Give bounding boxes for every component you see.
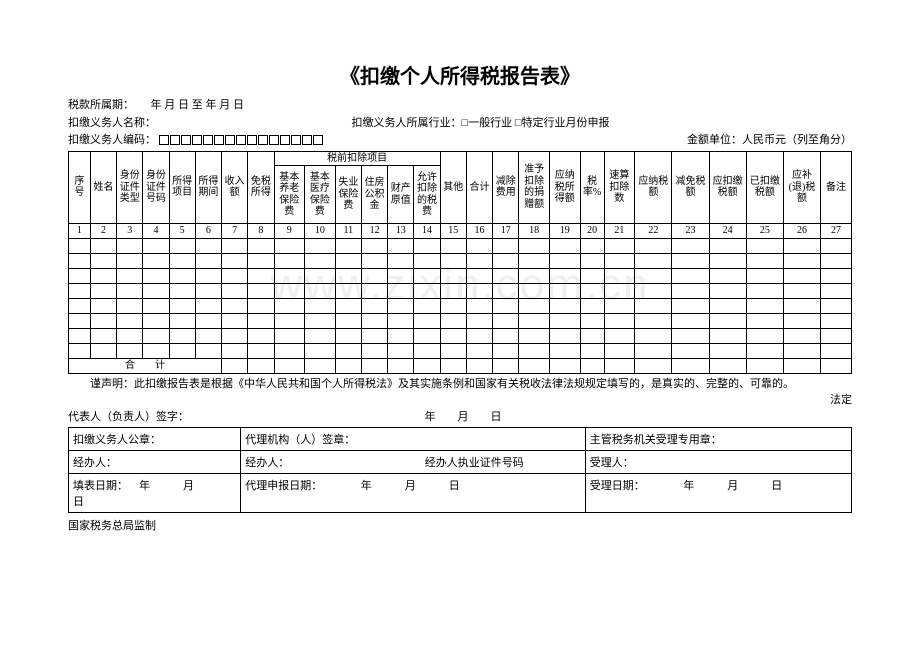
b3: 主管税务机关受理专用章： bbox=[585, 428, 851, 451]
col-24: 应扣缴税额 bbox=[709, 151, 746, 224]
num-cell: 5 bbox=[169, 224, 195, 239]
rep-sign-label: 代表人（负责人）签字： bbox=[68, 411, 189, 423]
b5: 经办人： 经办人执业证件号码 bbox=[241, 451, 586, 474]
col-19: 应纳税所得额 bbox=[549, 151, 580, 224]
num-cell: 4 bbox=[143, 224, 169, 239]
num-cell: 19 bbox=[549, 224, 580, 239]
meta-agent-name-row: 扣缴义务人名称： 扣缴义务人所属行业：□一般行业 □特定行业月份申报 bbox=[68, 115, 852, 132]
table-row bbox=[69, 313, 852, 328]
agent-code-label: 扣缴义务人编码： bbox=[68, 134, 156, 146]
col-7: 收入额 bbox=[222, 151, 248, 224]
num-cell: 23 bbox=[672, 224, 709, 239]
col-23: 减免税额 bbox=[672, 151, 709, 224]
col-6: 所得期间 bbox=[195, 151, 221, 224]
num-cell: 10 bbox=[305, 224, 336, 239]
declare-line1: 谨声明：此扣缴报告表是根据《中华人民共和国个人所得税法》及其实施条例和国家有关税… bbox=[90, 378, 794, 390]
num-cell: 1 bbox=[69, 224, 91, 239]
agent-name-label: 扣缴义务人名称： bbox=[68, 117, 156, 129]
total-label: 合 计 bbox=[69, 358, 222, 373]
industry-label: 扣缴义务人所属行业：□一般行业 □特定行业月份申报 bbox=[352, 117, 610, 129]
declaration: 谨声明：此扣缴报告表是根据《中华人民共和国个人所得税法》及其实施条例和国家有关税… bbox=[68, 376, 852, 426]
col-14: 允许扣除的税费 bbox=[414, 166, 440, 224]
col-18: 准予扣除的捐赠额 bbox=[519, 151, 550, 224]
number-row: 1234567891011121314151617181920212223242… bbox=[69, 224, 852, 239]
unit-label: 金额单位：人民币元（列至角分） bbox=[687, 132, 852, 149]
b4: 经办人： bbox=[69, 451, 241, 474]
num-cell: 7 bbox=[222, 224, 248, 239]
num-cell: 18 bbox=[519, 224, 550, 239]
period-label: 税款所属期： bbox=[68, 99, 134, 111]
b9: 受理日期： 年 月 日 bbox=[585, 474, 851, 513]
b2: 代理机构（人）签章： bbox=[241, 428, 586, 451]
code-boxes bbox=[159, 132, 324, 149]
col-16: 合计 bbox=[466, 151, 492, 224]
meta-agent-code-row: 扣缴义务人编码： 金额单位：人民币元（列至角分） bbox=[68, 132, 852, 149]
num-cell: 16 bbox=[466, 224, 492, 239]
num-cell: 13 bbox=[388, 224, 414, 239]
bottom-table: 扣缴义务人公章： 代理机构（人）签章： 主管税务机关受理专用章： 经办人： 经办… bbox=[68, 427, 852, 513]
num-cell: 21 bbox=[604, 224, 635, 239]
total-row: 合 计 bbox=[69, 358, 852, 373]
col-12: 住房公积金 bbox=[361, 166, 387, 224]
col-17: 减除费用 bbox=[493, 151, 519, 224]
num-cell: 8 bbox=[248, 224, 274, 239]
num-cell: 14 bbox=[414, 224, 440, 239]
period-value: 年 月 日 至 年 月 日 bbox=[151, 99, 245, 111]
table-row bbox=[69, 328, 852, 343]
col-25: 已扣缴税额 bbox=[746, 151, 783, 224]
col-3: 身份证件类型 bbox=[117, 151, 143, 224]
col-27: 备注 bbox=[821, 151, 852, 224]
num-cell: 22 bbox=[635, 224, 672, 239]
col-2: 姓名 bbox=[90, 151, 116, 224]
table-row bbox=[69, 238, 852, 253]
table-row bbox=[69, 343, 852, 358]
num-cell: 2 bbox=[90, 224, 116, 239]
document-title: 《扣缴个人所得税报告表》 bbox=[68, 60, 852, 89]
monitor-label: 国家税务总局监制 bbox=[68, 517, 852, 533]
col-10: 基本医疗保险费 bbox=[305, 166, 336, 224]
declare-line2: 法定 bbox=[68, 392, 852, 409]
num-cell: 11 bbox=[335, 224, 361, 239]
table-row bbox=[69, 283, 852, 298]
col-20: 税率% bbox=[580, 151, 604, 224]
col-8: 免税所得 bbox=[248, 151, 274, 224]
col-22: 应纳税额 bbox=[635, 151, 672, 224]
col-26: 应补(退)税额 bbox=[783, 151, 820, 224]
col-1: 序号 bbox=[69, 151, 91, 224]
b8: 代理申报日期： 年 月 日 bbox=[241, 474, 586, 513]
num-cell: 24 bbox=[709, 224, 746, 239]
num-cell: 3 bbox=[117, 224, 143, 239]
table-row bbox=[69, 268, 852, 283]
b7: 填表日期： 年 月 日 bbox=[69, 474, 241, 513]
num-cell: 17 bbox=[493, 224, 519, 239]
num-cell: 15 bbox=[440, 224, 466, 239]
col-15: 其他 bbox=[440, 151, 466, 224]
table-body bbox=[69, 238, 852, 358]
col-11: 失业保险费 bbox=[335, 166, 361, 224]
num-cell: 25 bbox=[746, 224, 783, 239]
num-cell: 12 bbox=[361, 224, 387, 239]
table-row bbox=[69, 253, 852, 268]
col-9: 基本养老保险费 bbox=[274, 166, 305, 224]
meta-period: 税款所属期： 年 月 日 至 年 月 日 bbox=[68, 97, 852, 114]
num-cell: 26 bbox=[783, 224, 820, 239]
num-cell: 9 bbox=[274, 224, 305, 239]
main-table: 序号 姓名 身份证件类型 身份证件号码 所得项目 所得期间 收入额 免税所得 税… bbox=[68, 151, 852, 374]
b6: 受理人： bbox=[585, 451, 851, 474]
col-13: 财产原值 bbox=[388, 166, 414, 224]
table-row bbox=[69, 298, 852, 313]
num-cell: 6 bbox=[195, 224, 221, 239]
col-21: 速算扣除数 bbox=[604, 151, 635, 224]
col-group-9-14: 税前扣除项目 bbox=[274, 151, 440, 166]
rep-date: 年 月 日 bbox=[425, 411, 502, 423]
num-cell: 27 bbox=[821, 224, 852, 239]
col-4: 身份证件号码 bbox=[143, 151, 169, 224]
b1: 扣缴义务人公章： bbox=[69, 428, 241, 451]
num-cell: 20 bbox=[580, 224, 604, 239]
col-5: 所得项目 bbox=[169, 151, 195, 224]
